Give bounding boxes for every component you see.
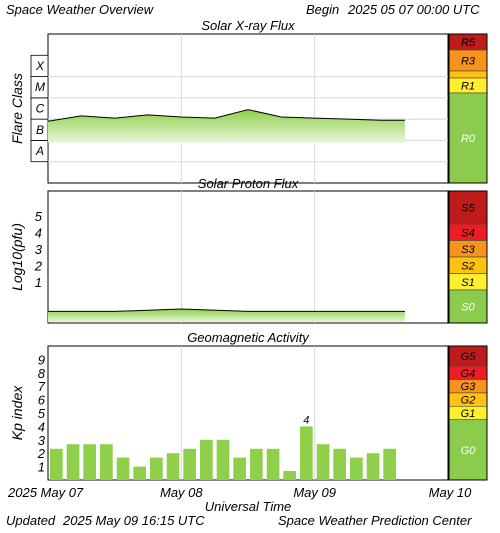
- kp-bar: [366, 453, 380, 480]
- x-tick-label: 2025 May 07: [7, 485, 84, 500]
- xray-ylabel: Flare Class: [9, 73, 25, 144]
- updated-label: Updated: [6, 513, 56, 528]
- page-title: Space Weather Overview: [6, 2, 154, 17]
- kp-bar: [183, 448, 196, 480]
- kp-bar: [316, 444, 330, 480]
- kp-tick-label: 7: [38, 379, 46, 394]
- proton-tick-label: 2: [34, 258, 43, 273]
- xray-class-label: M: [35, 80, 45, 94]
- source-credit: Space Weather Prediction Center: [278, 513, 472, 528]
- x-tick-label: May 08: [160, 485, 203, 500]
- kp-tick-label: 1: [38, 460, 45, 475]
- kp-bar: [300, 426, 313, 480]
- proton-scale-label: S1: [461, 277, 474, 289]
- kp-bar: [250, 448, 263, 480]
- proton-scale-label: S4: [461, 227, 474, 239]
- proton-tick-label: 1: [35, 275, 42, 290]
- kp-bar: [233, 457, 246, 480]
- xray-title: Solar X-ray Flux: [201, 18, 295, 33]
- kp-title: Geomagnetic Activity: [187, 330, 310, 345]
- kp-tick-label: 6: [38, 393, 46, 408]
- proton-scale-label: S5: [461, 203, 475, 215]
- proton-scale-frame: [448, 190, 488, 324]
- kp-tick-label: 9: [38, 352, 45, 367]
- kp-tick-label: 4: [38, 419, 45, 434]
- kp-tick-label: 2: [37, 446, 46, 461]
- kp-bar: [133, 466, 146, 480]
- xray-plot-area: [47, 33, 449, 184]
- proton-tick-label: 5: [35, 209, 43, 224]
- kp-bar: [383, 448, 396, 480]
- kp-bar-value-label: 4: [303, 414, 309, 426]
- begin-label: Begin: [306, 2, 340, 17]
- kp-bar: [200, 439, 213, 480]
- kp-plot-area: [47, 345, 449, 481]
- kp-scale-label: G2: [461, 395, 476, 407]
- proton-ylabel: Log10(pfu): [9, 223, 25, 291]
- kp-tick-label: 8: [38, 366, 46, 381]
- kp-bar: [216, 439, 230, 480]
- x-tick-label: May 10: [429, 485, 472, 500]
- xray-class-label: A: [35, 144, 44, 158]
- kp-bar: [100, 444, 113, 480]
- kp-bar: [116, 457, 130, 480]
- proton-flux-area: [48, 309, 405, 322]
- kp-bar: [333, 448, 346, 480]
- proton-title: Solar Proton Flux: [198, 176, 299, 191]
- kp-ylabel: Kp index: [9, 385, 25, 440]
- kp-scale-label: G5: [461, 351, 477, 363]
- xray-scale-label: R5: [461, 37, 476, 49]
- kp-bar: [283, 471, 296, 480]
- proton-tick-label: 4: [35, 225, 42, 240]
- kp-bar: [166, 453, 180, 480]
- kp-bar: [350, 457, 363, 480]
- xray-class-label: B: [36, 123, 44, 137]
- kp-tick-label: 5: [38, 406, 46, 421]
- xray-scale-label: R3: [461, 56, 476, 68]
- begin-time: 2025 05 07 00:00 UTC: [348, 2, 480, 17]
- xray-flux-area: [48, 109, 405, 143]
- x-axis-label: Universal Time: [205, 499, 292, 514]
- kp-bar: [66, 444, 80, 480]
- xray-scale-label: R1: [461, 81, 475, 93]
- kp-bar: [266, 448, 280, 480]
- proton-scale-label: S2: [461, 260, 474, 272]
- kp-scale-label: G0: [461, 445, 477, 457]
- xray-scale-segment: [448, 70, 488, 79]
- proton-scale-label: S3: [461, 244, 475, 256]
- proton-scale-segment: [448, 289, 488, 324]
- kp-tick-label: 3: [38, 433, 46, 448]
- proton-scale-label: S0: [461, 302, 475, 314]
- xray-class-label: X: [35, 59, 45, 73]
- kp-bar: [83, 444, 96, 480]
- xray-scale-frame: [448, 33, 488, 184]
- kp-bar: [150, 457, 163, 480]
- xray-class-box: [30, 54, 49, 77]
- xray-scale-label: R0: [461, 133, 476, 145]
- updated-time: 2025 May 09 16:15 UTC: [63, 513, 205, 528]
- proton-flux-line: [48, 308, 405, 312]
- kp-bar: [50, 448, 63, 480]
- proton-scale-segment: [448, 190, 488, 225]
- kp-scale-label: G1: [461, 408, 476, 420]
- kp-scale-label: G4: [461, 368, 476, 380]
- kp-scale-label: G3: [461, 381, 477, 393]
- kp-scale-frame: [448, 345, 488, 481]
- xray-class-label: C: [36, 102, 45, 116]
- proton-plot-area: [47, 190, 449, 324]
- proton-tick-label: 3: [35, 242, 43, 257]
- xray-flux-line: [47, 109, 405, 122]
- x-tick-label: May 09: [293, 485, 336, 500]
